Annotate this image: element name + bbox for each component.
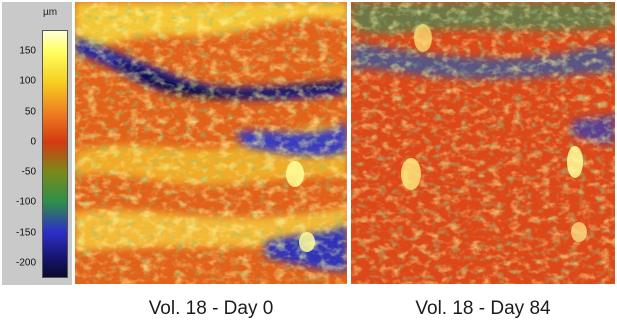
scale-tick-label: 0 — [30, 136, 36, 148]
surface-image-day-0 — [75, 2, 347, 284]
scale-tick-label: -200 — [15, 257, 36, 269]
scale-tick-label: 50 — [24, 106, 36, 118]
scale-tick-label: -150 — [15, 227, 36, 239]
caption-day-0: Vol. 18 - Day 0 — [148, 298, 274, 319]
scale-tick-label: 100 — [19, 75, 36, 87]
scale-tick-label: -100 — [15, 196, 36, 208]
color-scale-bar — [42, 30, 68, 278]
scale-tick-label: 150 — [19, 45, 36, 57]
color-scale-panel: µm 150 100 50 0 -50 -100 -150 -200 — [2, 2, 72, 285]
scale-tick-label: -50 — [21, 166, 36, 178]
surface-image-day-84 — [351, 2, 615, 284]
scale-unit-label: µm — [43, 7, 58, 18]
caption-day-84: Vol. 18 - Day 84 — [415, 298, 551, 319]
